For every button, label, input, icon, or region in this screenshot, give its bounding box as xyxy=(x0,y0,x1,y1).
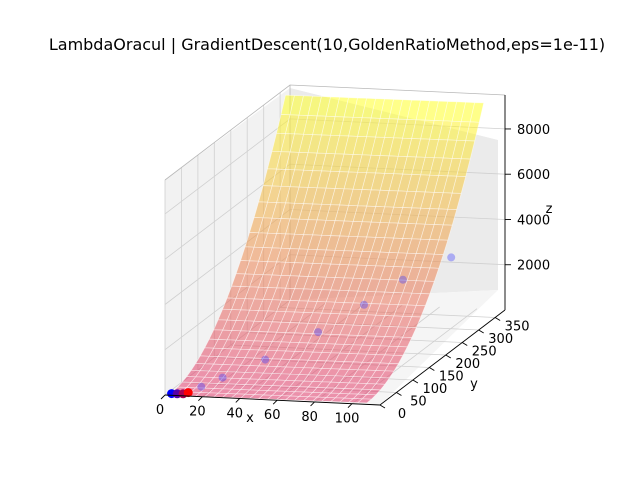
z-tick-label: 4000 xyxy=(517,214,550,229)
y-tick-label: 50 xyxy=(410,395,427,410)
y-tick-label: 300 xyxy=(488,332,513,347)
x-tick-label: 0 xyxy=(156,403,164,418)
path-point xyxy=(314,328,323,337)
y-tick-mark xyxy=(462,342,468,346)
y-tick-mark xyxy=(478,329,484,334)
y-tick-label: 200 xyxy=(455,357,480,372)
x-tick-label: 40 xyxy=(227,407,244,422)
y-tick-mark xyxy=(445,354,452,359)
descent-path xyxy=(167,253,456,399)
x-tick-mark xyxy=(160,394,166,400)
x-axis-label: x xyxy=(246,411,254,426)
y-tick-label: 350 xyxy=(505,320,530,335)
surface-plot xyxy=(167,94,485,404)
x-tick-label: 60 xyxy=(264,408,281,423)
x-axis-ticks: 0 20 40 60 80 100 xyxy=(156,394,360,427)
z-axis-ticks: 2000 4000 6000 8000 xyxy=(505,123,550,274)
z-tick-label: 6000 xyxy=(517,168,550,183)
path-point xyxy=(398,275,407,284)
path-point xyxy=(261,355,270,364)
x-tick-mark xyxy=(347,403,353,409)
path-point xyxy=(360,300,368,309)
path-point xyxy=(447,253,456,262)
y-tick-label: 0 xyxy=(398,407,406,422)
surface-patch xyxy=(356,398,373,404)
z-tick-label: 8000 xyxy=(517,123,550,138)
x-axis-line xyxy=(164,394,381,406)
y-tick-mark xyxy=(494,317,501,321)
x-tick-label: 100 xyxy=(335,412,360,427)
y-tick-label: 150 xyxy=(439,370,464,385)
z-axis-label: z xyxy=(546,202,553,217)
z-tick-label: 2000 xyxy=(517,259,550,274)
y-tick-label: 100 xyxy=(422,382,447,397)
y-tick-mark xyxy=(412,379,419,384)
y-tick-mark xyxy=(379,404,386,409)
x-tick-mark xyxy=(310,401,315,407)
y-tick-mark xyxy=(396,392,402,396)
y-axis-label: y xyxy=(470,377,478,392)
x-tick-mark xyxy=(235,398,241,403)
y-tick-mark xyxy=(429,367,435,371)
y-axis-line xyxy=(379,309,506,406)
path-point xyxy=(183,388,193,398)
x-tick-label: 80 xyxy=(301,410,318,425)
x-tick-mark xyxy=(198,396,203,402)
x-tick-label: 20 xyxy=(189,405,206,420)
path-point xyxy=(197,382,206,391)
x-tick-mark xyxy=(272,399,278,405)
chart-title: LambdaOracul | GradientDescent(10,Golden… xyxy=(49,35,605,54)
axis-lines xyxy=(164,95,506,406)
path-point xyxy=(218,373,227,382)
y-tick-label: 250 xyxy=(472,345,497,360)
